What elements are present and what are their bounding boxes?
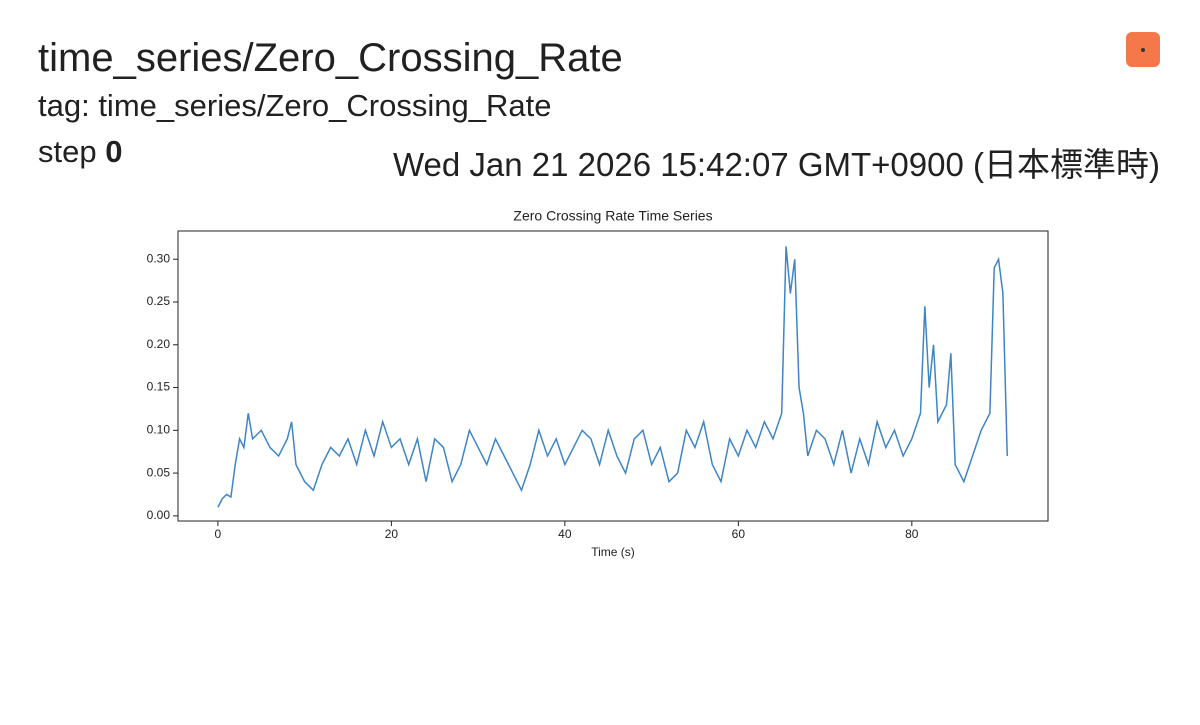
x-tick-label: 20 <box>385 527 399 541</box>
step: step 0 <box>38 134 122 170</box>
y-tick-label: 0.10 <box>147 422 171 436</box>
chart-title: Zero Crossing Rate Time Series <box>513 208 712 224</box>
x-axis-label: Time (s) <box>591 545 635 559</box>
x-tick-label: 40 <box>558 527 572 541</box>
y-tick-label: 0.30 <box>147 251 171 265</box>
timestamp: Wed Jan 21 2026 15:42:07 GMT+0900 (日本標準時… <box>392 146 1160 183</box>
plot-frame <box>177 230 1049 522</box>
y-tick-label: 0.25 <box>147 294 171 308</box>
card-title: time_series/Zero_Crossing_Rate <box>38 36 623 80</box>
step-label: step <box>38 134 97 169</box>
data-line <box>217 246 1008 508</box>
tag: tag: time_series/Zero_Crossing_Rate <box>38 88 552 123</box>
x-tick-label: 0 <box>215 527 222 541</box>
step-value: 0 <box>105 134 123 169</box>
y-tick-label: 0.05 <box>147 465 171 479</box>
menu-button[interactable] <box>1126 32 1160 67</box>
y-tick-label: 0.20 <box>147 337 171 351</box>
y-tick-label: 0.00 <box>147 508 171 522</box>
y-tick-label: 0.15 <box>147 380 171 394</box>
x-tick-label: 60 <box>732 527 746 541</box>
x-tick-label: 80 <box>905 527 919 541</box>
